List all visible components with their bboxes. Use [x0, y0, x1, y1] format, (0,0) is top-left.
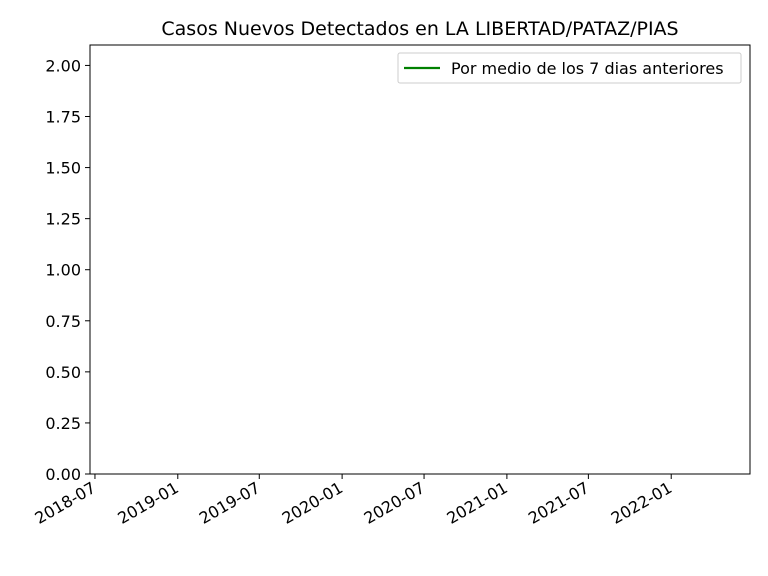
y-tick-label: 0.25	[45, 414, 81, 433]
x-tick-label: 2021-01	[443, 478, 510, 528]
plot-area	[89, 44, 751, 475]
plot-frame	[89, 44, 751, 475]
x-axis: 2018-07 2019-01 2019-07 2020-01 2020-07 2021-…	[32, 474, 675, 528]
y-tick-label: 1.75	[45, 108, 81, 127]
legend-label: Por medio de los 7 dias anteriores	[451, 59, 724, 78]
x-tick-label: 2018-07	[32, 478, 99, 528]
y-tick-label: 0.50	[45, 363, 81, 382]
x-tick-label: 2020-01	[279, 478, 346, 528]
legend: Por medio de los 7 dias anteriores	[397, 52, 742, 84]
y-tick-label: 1.00	[45, 261, 81, 280]
y-axis: 0.00 0.25 0.50 0.75 1.00 1.25 1.50 1.75 2.00	[45, 56, 90, 484]
y-tick-label: 0.75	[45, 312, 81, 331]
chart-title: Casos Nuevos Detectados en LA LIBERTAD/P…	[161, 18, 678, 40]
x-tick-label: 2022-01	[608, 478, 675, 528]
x-tick-label: 2019-01	[114, 478, 181, 528]
y-tick-label: 0.00	[45, 465, 81, 484]
y-tick-label: 1.25	[45, 210, 81, 229]
y-tick-label: 2.00	[45, 56, 81, 75]
x-tick-label: 2019-07	[196, 478, 263, 528]
y-tick-label: 1.50	[45, 159, 81, 178]
x-tick-label: 2021-07	[525, 478, 592, 528]
x-tick-label: 2020-07	[361, 478, 428, 528]
legend-box	[397, 52, 742, 84]
